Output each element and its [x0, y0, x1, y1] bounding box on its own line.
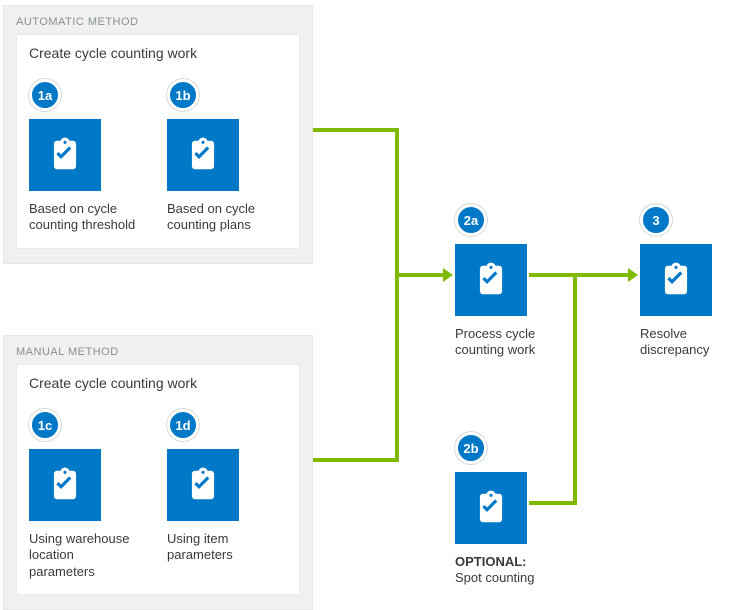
caption-3: Resolve discrepancy — [640, 326, 735, 359]
clipboard-check-icon — [657, 261, 695, 299]
step-1a: 1a Based on cycle counting threshold — [29, 79, 147, 234]
tile-1a — [29, 119, 101, 191]
panel-automatic: AUTOMATIC METHOD Create cycle counting w… — [3, 5, 313, 264]
tile-2a — [455, 244, 527, 316]
clipboard-check-icon — [46, 136, 84, 174]
clipboard-check-icon — [46, 466, 84, 504]
caption-1d: Using item parameters — [167, 531, 277, 564]
conn-join-v — [395, 128, 399, 462]
panel-automatic-inner: Create cycle counting work 1a Based on c… — [16, 34, 300, 249]
panel-manual-steps: 1c Using warehouse location parameters 1… — [29, 409, 287, 580]
step-1d: 1d Using item parameters — [167, 409, 285, 580]
caption-1b: Based on cycle counting plans — [167, 201, 277, 234]
caption-2a: Process cycle counting work — [455, 326, 565, 359]
panel-manual-label: MANUAL METHOD — [16, 346, 300, 358]
panel-automatic-label: AUTOMATIC METHOD — [16, 16, 300, 28]
conn-to-2a-h — [395, 273, 443, 277]
clipboard-check-icon — [184, 136, 222, 174]
badge-1d: 1d — [167, 409, 199, 441]
caption-1c: Using warehouse location parameters — [29, 531, 139, 580]
node-3: 3 Resolve discrepancy — [640, 204, 735, 359]
tile-1c — [29, 449, 101, 521]
caption-2b-prefix: OPTIONAL: — [455, 554, 527, 569]
clipboard-check-icon — [472, 261, 510, 299]
badge-1b: 1b — [167, 79, 199, 111]
step-1b: 1b Based on cycle counting plans — [167, 79, 285, 234]
badge-1a: 1a — [29, 79, 61, 111]
clipboard-check-icon — [472, 489, 510, 527]
caption-1a: Based on cycle counting threshold — [29, 201, 139, 234]
caption-2b-text: Spot counting — [455, 570, 535, 585]
panel-manual-inner: Create cycle counting work 1c Using ware… — [16, 364, 300, 595]
step-1c: 1c Using warehouse location parameters — [29, 409, 147, 580]
conn-manual-out-h — [313, 458, 398, 462]
badge-2b: 2b — [455, 432, 487, 464]
panel-manual-title: Create cycle counting work — [29, 375, 287, 391]
node-2a: 2a Process cycle counting work — [455, 204, 585, 359]
badge-1c: 1c — [29, 409, 61, 441]
tile-3 — [640, 244, 712, 316]
arrow-to-2a — [443, 268, 453, 282]
tile-1b — [167, 119, 239, 191]
clipboard-check-icon — [184, 466, 222, 504]
panel-automatic-title: Create cycle counting work — [29, 45, 287, 61]
tile-1d — [167, 449, 239, 521]
tile-2b — [455, 472, 527, 544]
panel-manual: MANUAL METHOD Create cycle counting work… — [3, 335, 313, 610]
badge-3: 3 — [640, 204, 672, 236]
node-2b: 2b OPTIONAL: Spot counting — [455, 432, 585, 587]
badge-2a: 2a — [455, 204, 487, 236]
panel-automatic-steps: 1a Based on cycle counting threshold 1b … — [29, 79, 287, 234]
arrow-to-3 — [628, 268, 638, 282]
conn-auto-out-h — [313, 128, 398, 132]
caption-2b: OPTIONAL: Spot counting — [455, 554, 565, 587]
